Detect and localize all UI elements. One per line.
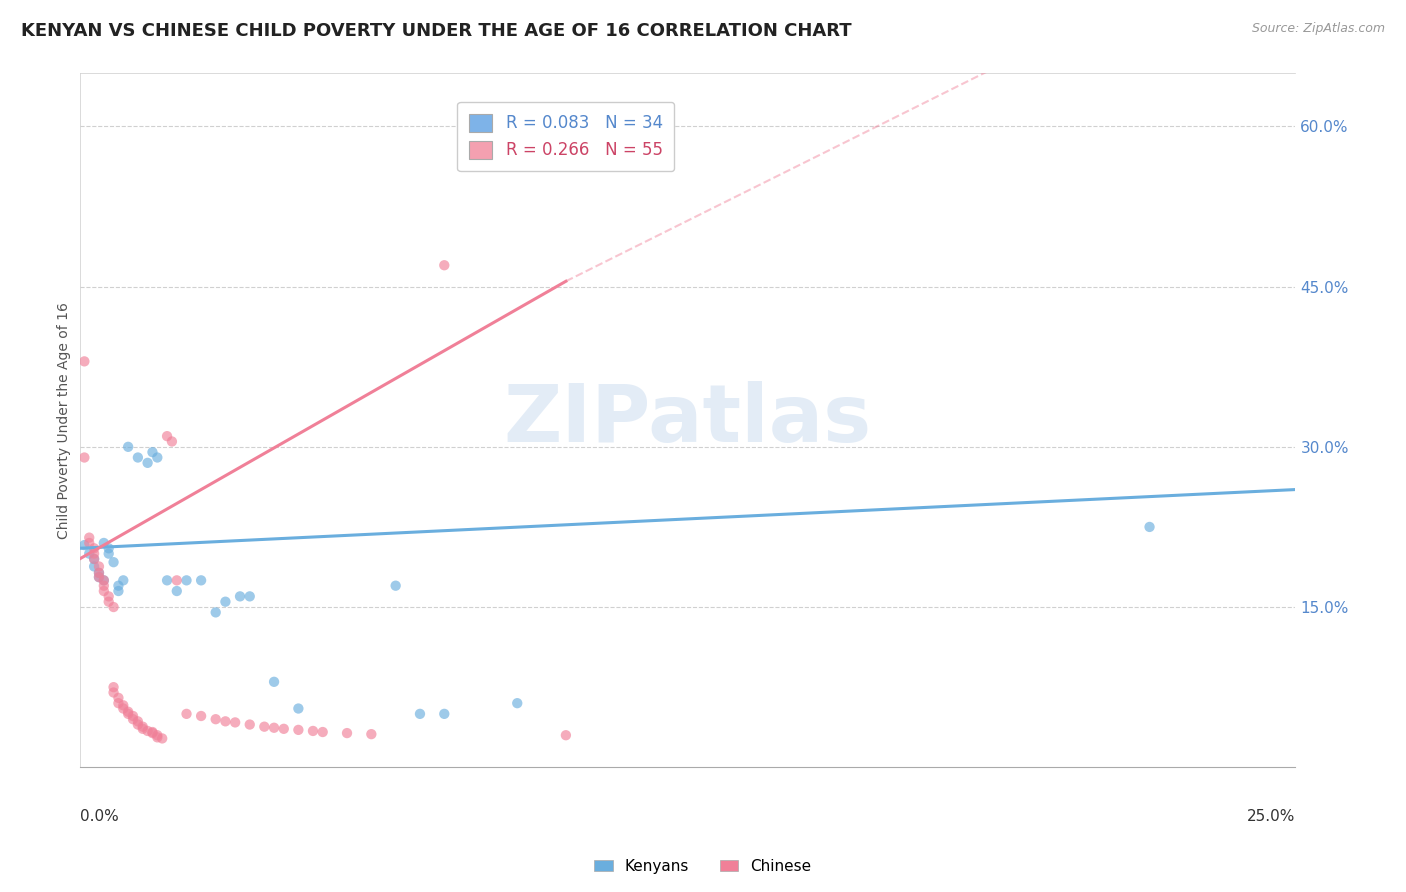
Point: [107, 690, 129, 705]
Point: [112, 701, 135, 715]
Point: [132, 722, 155, 736]
Point: [136, 723, 159, 738]
Point: [336, 726, 359, 740]
Point: [103, 680, 125, 694]
Point: [156, 429, 179, 443]
Text: 0.0%: 0.0%: [80, 809, 118, 824]
Point: [263, 674, 285, 689]
Point: [141, 445, 163, 459]
Point: [433, 706, 456, 721]
Point: [112, 698, 135, 713]
Point: [87, 570, 110, 584]
Point: [302, 723, 325, 738]
Point: [122, 712, 145, 726]
Point: [150, 731, 173, 746]
Point: [112, 574, 135, 588]
Point: [97, 547, 120, 561]
Point: [287, 701, 309, 715]
Point: [160, 434, 183, 449]
Point: [83, 552, 105, 566]
Point: [97, 590, 120, 604]
Point: [93, 579, 115, 593]
Point: [156, 574, 179, 588]
Point: [93, 574, 115, 588]
Point: [214, 714, 236, 729]
Point: [433, 258, 456, 272]
Point: [93, 536, 115, 550]
Point: [384, 579, 406, 593]
Text: Source: ZipAtlas.com: Source: ZipAtlas.com: [1251, 22, 1385, 36]
Point: [176, 706, 198, 721]
Point: [73, 354, 96, 368]
Legend: Kenyans, Chinese: Kenyans, Chinese: [588, 853, 818, 880]
Point: [190, 709, 212, 723]
Point: [146, 731, 169, 745]
Y-axis label: Child Poverty Under the Age of 16: Child Poverty Under the Age of 16: [58, 301, 72, 539]
Point: [107, 579, 129, 593]
Point: [554, 728, 576, 742]
Point: [127, 450, 149, 465]
Point: [83, 541, 105, 556]
Point: [122, 709, 145, 723]
Point: [87, 559, 110, 574]
Point: [141, 726, 163, 740]
Point: [77, 536, 100, 550]
Point: [409, 706, 432, 721]
Point: [239, 590, 262, 604]
Point: [127, 717, 149, 731]
Point: [97, 541, 120, 556]
Text: KENYAN VS CHINESE CHILD POVERTY UNDER THE AGE OF 16 CORRELATION CHART: KENYAN VS CHINESE CHILD POVERTY UNDER TH…: [21, 22, 852, 40]
Point: [83, 552, 105, 566]
Point: [312, 725, 335, 739]
Point: [146, 450, 169, 465]
Text: 25.0%: 25.0%: [1247, 809, 1295, 824]
Point: [141, 725, 163, 739]
Point: [117, 440, 139, 454]
Point: [87, 566, 110, 580]
Point: [73, 538, 96, 552]
Point: [83, 559, 105, 574]
Point: [204, 712, 226, 726]
Point: [229, 590, 252, 604]
Point: [93, 584, 115, 599]
Point: [360, 727, 382, 741]
Point: [117, 705, 139, 719]
Text: ZIPatlas: ZIPatlas: [503, 381, 872, 459]
Point: [166, 574, 188, 588]
Point: [107, 696, 129, 710]
Point: [103, 685, 125, 699]
Point: [103, 555, 125, 569]
Legend: R = 0.083   N = 34, R = 0.266   N = 55: R = 0.083 N = 34, R = 0.266 N = 55: [457, 103, 675, 171]
Point: [117, 706, 139, 721]
Point: [214, 595, 236, 609]
Point: [103, 600, 125, 615]
Point: [136, 456, 159, 470]
Point: [73, 450, 96, 465]
Point: [176, 574, 198, 588]
Point: [107, 584, 129, 599]
Point: [204, 606, 226, 620]
Point: [87, 570, 110, 584]
Point: [263, 721, 285, 735]
Point: [166, 584, 188, 599]
Point: [87, 566, 110, 580]
Point: [506, 696, 529, 710]
Point: [239, 717, 262, 731]
Point: [273, 722, 295, 736]
Point: [77, 547, 100, 561]
Point: [253, 720, 276, 734]
Point: [146, 728, 169, 742]
Point: [97, 595, 120, 609]
Point: [224, 715, 246, 730]
Point: [127, 714, 149, 729]
Point: [190, 574, 212, 588]
Point: [132, 720, 155, 734]
Point: [83, 547, 105, 561]
Point: [93, 574, 115, 588]
Point: [1139, 520, 1161, 534]
Point: [287, 723, 309, 737]
Point: [77, 531, 100, 545]
